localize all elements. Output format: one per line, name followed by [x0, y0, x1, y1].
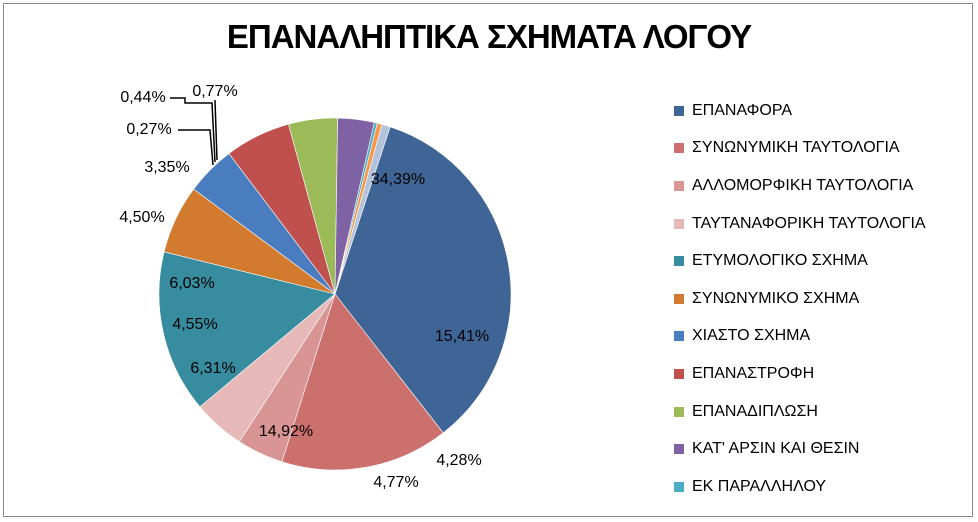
- leader-line: [178, 129, 214, 166]
- data-label: 34,39%: [371, 171, 425, 188]
- legend-item: ΣΥΝΩΝΥΜΙΚΟ ΣΧΗΜΑ: [674, 280, 974, 318]
- data-label: 4,50%: [119, 209, 164, 226]
- legend-label: ΣΥΝΩΝΥΜΙΚΟ ΣΧΗΜΑ: [692, 289, 860, 307]
- legend-swatch: [674, 143, 684, 154]
- legend-label: ΧΙΑΣΤΟ ΣΧΗΜΑ: [692, 327, 811, 345]
- legend-swatch: [674, 444, 684, 455]
- leader-line: [214, 99, 218, 161]
- legend-swatch: [674, 293, 684, 304]
- legend-label: ΕΠΑΝΑΔΙΠΛΩΣΗ: [692, 402, 818, 420]
- data-label: 15,41%: [435, 328, 489, 345]
- legend-label: ΕΠΑΝΑΦΟΡΑ: [692, 101, 793, 119]
- legend-swatch: [674, 368, 684, 379]
- data-label: 6,31%: [190, 360, 235, 377]
- legend-label: ΕΠΑΝΑΣΤΡΟΦΗ: [692, 364, 815, 382]
- data-label: 14,92%: [259, 423, 313, 440]
- legend-swatch: [674, 481, 684, 492]
- data-label: 0,77%: [192, 83, 237, 100]
- legend-item: ΚΑΤ' ΑΡΣΙΝ ΚΑΙ ΘΕΣΙΝ: [674, 430, 974, 468]
- legend-item: ΤΑΥΤΑΝΑΦΟΡΙΚΗ ΤΑΥΤΟΛΟΓΙΑ: [674, 205, 974, 243]
- data-label: 4,55%: [172, 316, 217, 333]
- legend-item: ΕΠΑΝΑΔΙΠΛΩΣΗ: [674, 393, 974, 431]
- legend-label: ΚΑΤ' ΑΡΣΙΝ ΚΑΙ ΘΕΣΙΝ: [692, 440, 860, 458]
- legend-label: ΣΥΝΩΝΥΜΙΚΗ ΤΑΥΤΟΛΟΓΙΑ: [692, 139, 900, 157]
- legend-swatch: [674, 406, 684, 417]
- pie-slice: [158, 251, 336, 408]
- legend-swatch: [674, 331, 684, 342]
- legend-swatch: [674, 180, 684, 191]
- pie-slice: [334, 124, 391, 295]
- legend-label: ΕΚ ΠΑΡΑΛΛΗΛΟΥ: [692, 477, 827, 495]
- legend-item: ΕΚ ΠΑΡΑΛΛΗΛΟΥ: [674, 468, 974, 506]
- legend-label: ΑΛΛΟΜΟΡΦΙΚΗ ΤΑΥΤΟΛΟΓΙΑ: [692, 176, 914, 194]
- legend-item: ΧΙΑΣΤΟ ΣΧΗΜΑ: [674, 318, 974, 356]
- legend-swatch: [674, 218, 684, 229]
- legend-label: ΤΑΥΤΑΝΑΦΟΡΙΚΗ ΤΑΥΤΟΛΟΓΙΑ: [692, 214, 926, 232]
- legend-swatch: [674, 105, 684, 116]
- data-label: 0,27%: [126, 121, 171, 138]
- pie-slice: [334, 126, 512, 434]
- data-label: 0,44%: [120, 89, 165, 106]
- legend-item: ΑΛΛΟΜΟΡΦΙΚΗ ΤΑΥΤΟΛΟΓΙΑ: [674, 167, 974, 205]
- legend: ΕΠΑΝΑΦΟΡΑ ΣΥΝΩΝΥΜΙΚΗ ΤΑΥΤΟΛΟΓΙΑ ΑΛΛΟΜΟΡΦΙΚ…: [674, 92, 974, 506]
- data-label: 3,35%: [144, 159, 189, 176]
- legend-item: ΕΠΑΝΑΦΟΡΑ: [674, 92, 974, 130]
- pie-slice: [281, 293, 444, 471]
- legend-item: ΕΤΥΜΟΛΟΓΙΚΟ ΣΧΗΜΑ: [674, 242, 974, 280]
- legend-item: ΕΠΑΝΑΣΤΡΟΦΗ: [674, 355, 974, 393]
- data-label: 4,77%: [373, 474, 418, 491]
- data-label: 6,03%: [169, 275, 214, 292]
- data-label: 4,28%: [436, 452, 481, 469]
- chart-title: ΕΠΑΝΑΛΗΠΤΙΚΑ ΣΧΗΜΑΤΑ ΛΟΓΟΥ: [226, 18, 752, 55]
- legend-swatch: [674, 256, 684, 267]
- legend-item: ΣΥΝΩΝΥΜΙΚΗ ΤΑΥΤΟΛΟΓΙΑ: [674, 130, 974, 168]
- leader-line: [170, 97, 216, 163]
- legend-label: ΕΤΥΜΟΛΟΓΙΚΟ ΣΧΗΜΑ: [692, 252, 868, 270]
